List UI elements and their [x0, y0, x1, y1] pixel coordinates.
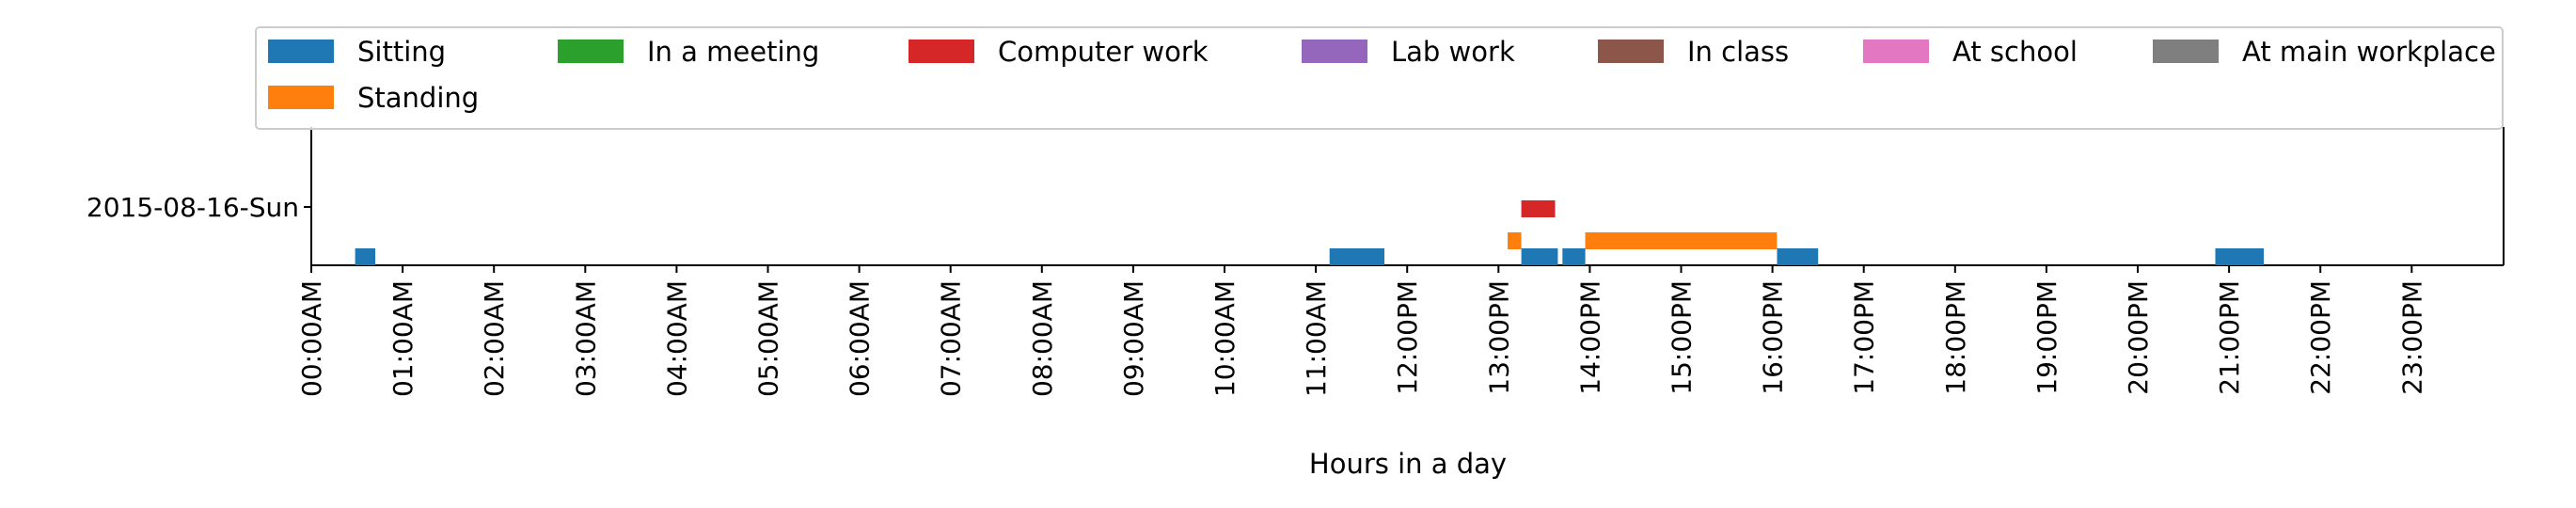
x-tick-label: 19:00PM — [2031, 280, 2062, 395]
x-tick-label: 04:00AM — [661, 280, 692, 397]
x-tick-label: 21:00PM — [2214, 280, 2245, 395]
legend-label: At main workplace — [2242, 36, 2496, 68]
legend-label: Lab work — [1391, 36, 1515, 68]
legend-swatch-standing — [268, 86, 334, 109]
legend-swatch-in-class — [1598, 40, 1664, 63]
x-tick-label: 17:00PM — [1849, 280, 1880, 395]
x-tick-label: 20:00PM — [2123, 280, 2154, 395]
x-tick-label: 23:00PM — [2396, 280, 2427, 395]
x-tick-label: 09:00AM — [1118, 280, 1149, 397]
x-tick-label: 01:00AM — [387, 280, 419, 397]
bar-sitting — [2215, 248, 2264, 265]
x-tick-label: 02:00AM — [479, 280, 510, 397]
x-tick-label: 05:00AM — [753, 280, 784, 397]
x-tick-label: 12:00PM — [1392, 280, 1423, 395]
bar-sitting — [1562, 248, 1586, 265]
x-tick-label: 16:00PM — [1758, 280, 1789, 395]
bar-sitting — [1329, 248, 1384, 265]
x-tick-label: 03:00AM — [570, 280, 601, 397]
y-tick-label: 2015-08-16-Sun — [87, 192, 299, 223]
bar-standing — [1508, 232, 1522, 249]
x-tick-label: 22:00PM — [2305, 280, 2336, 395]
bar-sitting — [1521, 248, 1558, 265]
activity-bars — [355, 200, 2264, 265]
legend-label: Standing — [357, 82, 479, 114]
legend: Sitting Standing In a meeting Computer work… — [255, 26, 2504, 130]
legend-label: At school — [1952, 36, 2078, 68]
legend-label: Computer work — [998, 36, 1209, 68]
legend-swatch-computer-work — [909, 40, 974, 63]
legend-label: Sitting — [357, 36, 446, 68]
x-axis-ticks: 00:00AM 01:00AM 02:00AM 03:00AM 04:00AM 05:00… — [296, 265, 2427, 397]
legend-swatch-in-a-meeting — [558, 40, 624, 63]
bar-sitting — [1777, 248, 1819, 265]
x-tick-label: 13:00PM — [1483, 280, 1514, 395]
legend-frame — [255, 26, 2504, 130]
x-tick-label: 15:00PM — [1667, 280, 1698, 395]
bar-sitting — [355, 248, 375, 265]
legend-swatch-sitting — [268, 40, 334, 63]
x-tick-label: 11:00AM — [1301, 280, 1332, 397]
x-tick-label: 08:00AM — [1027, 280, 1058, 397]
x-tick-label: 14:00PM — [1574, 280, 1605, 395]
legend-label: In class — [1687, 36, 1789, 68]
legend-label: In a meeting — [647, 36, 819, 68]
x-tick-label: 10:00AM — [1209, 280, 1241, 397]
legend-swatch-lab-work — [1302, 40, 1367, 63]
legend-swatch-at-main-workplace — [2153, 40, 2219, 63]
legend-swatch-at-school — [1863, 40, 1929, 63]
bar-computer-work — [1521, 200, 1556, 217]
x-tick-label: 18:00PM — [1940, 280, 1971, 395]
bar-standing — [1585, 232, 1778, 249]
x-tick-label: 06:00AM — [845, 280, 876, 397]
y-axis-tick: 2015-08-16-Sun — [87, 192, 311, 223]
x-tick-label: 00:00AM — [296, 280, 327, 397]
axes-frame — [310, 127, 2505, 266]
x-axis-label: Hours in a day — [1309, 448, 1507, 480]
x-tick-label: 07:00AM — [936, 280, 967, 397]
